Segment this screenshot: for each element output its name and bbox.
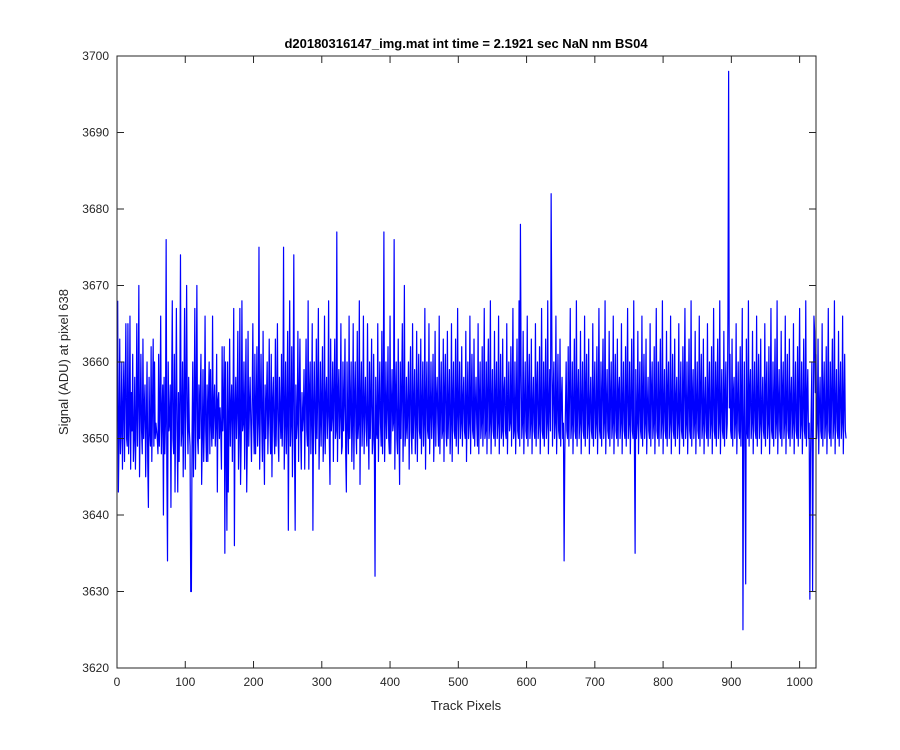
y-axis: 3620 3630 3640 3650 3660 3670 3680 3690 3700 bbox=[82, 49, 816, 675]
x-tick-label: 800 bbox=[653, 675, 673, 689]
x-tick-label: 100 bbox=[175, 675, 195, 689]
x-axis-label: Track Pixels bbox=[431, 698, 502, 713]
series-layer bbox=[117, 70, 847, 631]
x-tick-label: 900 bbox=[721, 675, 741, 689]
y-tick-label: 3640 bbox=[82, 508, 109, 522]
x-tick-label: 1000 bbox=[786, 675, 813, 689]
y-tick-label: 3670 bbox=[82, 279, 109, 293]
chart-title: d20180316147_img.mat int time = 2.1921 s… bbox=[284, 36, 648, 51]
x-tick-label: 300 bbox=[312, 675, 332, 689]
y-axis-label: Signal (ADU) at pixel 638 bbox=[56, 289, 71, 435]
x-tick-label: 200 bbox=[244, 675, 264, 689]
x-axis: 0 100 200 300 400 500 600 700 800 900 1000 bbox=[114, 56, 813, 689]
x-tick-label: 700 bbox=[585, 675, 605, 689]
x-tick-label: 500 bbox=[448, 675, 468, 689]
y-tick-label: 3660 bbox=[82, 355, 109, 369]
y-tick-label: 3690 bbox=[82, 126, 109, 140]
x-tick-label: 600 bbox=[517, 675, 537, 689]
x-tick-label: 0 bbox=[114, 675, 121, 689]
x-tick-label: 400 bbox=[380, 675, 400, 689]
y-tick-label: 3650 bbox=[82, 432, 109, 446]
y-tick-label: 3620 bbox=[82, 661, 109, 675]
y-tick-label: 3630 bbox=[82, 585, 109, 599]
y-tick-label: 3700 bbox=[82, 49, 109, 63]
series-line-0 bbox=[117, 70, 847, 631]
y-tick-label: 3680 bbox=[82, 202, 109, 216]
